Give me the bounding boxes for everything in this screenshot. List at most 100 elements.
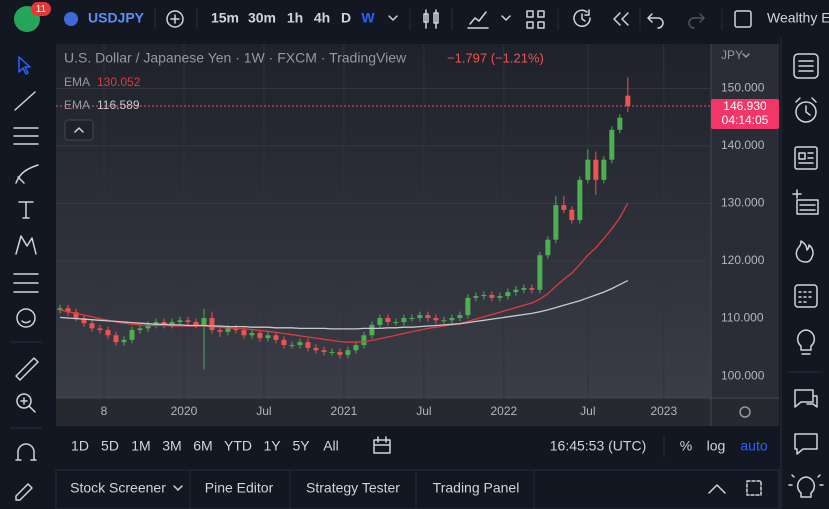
- indicator-value: 130.052: [97, 75, 141, 89]
- alert-icon[interactable]: [573, 9, 591, 27]
- indicators-icon[interactable]: [467, 11, 489, 29]
- data-window[interactable]: [792, 189, 819, 215]
- candle-body: [593, 159, 599, 180]
- time-axis[interactable]: [56, 398, 779, 426]
- badge: 11: [36, 4, 47, 15]
- interval[interactable]: 1h: [287, 10, 303, 26]
- indicator-value: 116.589: [97, 98, 140, 112]
- zoom-plus: [20, 397, 36, 413]
- scale-option[interactable]: log: [707, 438, 726, 454]
- settings-icon[interactable]: [739, 406, 751, 418]
- interval[interactable]: 30m: [248, 10, 276, 26]
- bottom-tab[interactable]: Pine Editor: [205, 480, 274, 496]
- scale-option[interactable]: %: [680, 438, 692, 454]
- left-toolbar: [10, 56, 42, 501]
- interval[interactable]: W: [361, 10, 375, 26]
- account-name[interactable]: Wealthy E: [767, 10, 829, 26]
- cursor-tool[interactable]: [18, 56, 31, 75]
- candle-body: [473, 296, 479, 298]
- candle-body: [153, 322, 159, 325]
- zoom-tool[interactable]: [16, 393, 32, 409]
- brush-tool[interactable]: [15, 164, 39, 184]
- emoji-tool[interactable]: [16, 308, 36, 328]
- candle-body: [57, 308, 63, 310]
- messages[interactable]: [794, 433, 818, 455]
- x-tick-label: 8: [101, 404, 108, 418]
- range-button[interactable]: 1D: [71, 438, 89, 454]
- x-tick-label: Jul: [416, 404, 431, 418]
- magnet-tool[interactable]: [15, 443, 37, 461]
- symbol[interactable]: USDJPY: [88, 10, 145, 26]
- goto-date[interactable]: [373, 436, 391, 454]
- legend-change: −1.797 (−1.21%): [447, 50, 544, 65]
- news[interactable]: [794, 146, 818, 170]
- line-tool[interactable]: [14, 91, 36, 111]
- candle-body: [369, 324, 375, 336]
- undo-icon[interactable]: [647, 13, 664, 29]
- range-button[interactable]: 5D: [101, 438, 119, 454]
- candle-body: [289, 345, 295, 347]
- news-lines: [798, 152, 814, 164]
- range-button[interactable]: 6M: [193, 438, 212, 454]
- y-tick-label: 130.000: [721, 196, 765, 210]
- calendar[interactable]: [794, 284, 818, 308]
- candle-body: [105, 330, 111, 336]
- indicators-menu[interactable]: [501, 15, 511, 21]
- collapse-arrow: [74, 127, 84, 133]
- chats[interactable]: [794, 389, 818, 408]
- indicator-name: EMA: [64, 98, 90, 112]
- currency-menu[interactable]: [742, 53, 750, 58]
- ideas[interactable]: [796, 329, 816, 355]
- layout-icon[interactable]: [526, 10, 545, 29]
- candle-body: [321, 350, 327, 352]
- interval[interactable]: D: [341, 10, 351, 26]
- alerts[interactable]: [795, 101, 817, 123]
- collapse-legend[interactable]: [64, 119, 94, 141]
- candle-body: [433, 317, 439, 321]
- add-symbol[interactable]: [166, 10, 184, 28]
- interval[interactable]: 15m: [211, 10, 239, 26]
- currency[interactable]: JPY: [721, 48, 743, 62]
- range-button[interactable]: YTD: [224, 438, 252, 454]
- candle-body: [353, 345, 359, 351]
- hotlists[interactable]: [795, 240, 814, 263]
- layout-checkbox[interactable]: [734, 10, 752, 28]
- scale-option[interactable]: auto: [740, 438, 767, 454]
- candle-body: [281, 339, 287, 346]
- price-axis[interactable]: [711, 44, 779, 398]
- maximize-panel[interactable]: [708, 484, 726, 494]
- chart-area[interactable]: [56, 44, 711, 398]
- candle-body: [185, 320, 191, 323]
- last-price-label: 146.930: [723, 99, 767, 113]
- pattern-tool[interactable]: [15, 235, 37, 255]
- lock-tool[interactable]: [15, 483, 33, 501]
- range-button[interactable]: 1Y: [263, 438, 281, 454]
- bottom-tab[interactable]: Strategy Tester: [306, 480, 400, 496]
- bottom-tab[interactable]: Stock Screener: [70, 480, 166, 496]
- fib-tool[interactable]: [13, 127, 39, 145]
- interval-menu[interactable]: [388, 15, 398, 21]
- candle-body: [529, 288, 535, 290]
- candle-body: [137, 328, 143, 331]
- range-button[interactable]: 5Y: [292, 438, 310, 454]
- candle-body: [297, 342, 303, 346]
- screener-menu[interactable]: [173, 485, 183, 491]
- bottom-tab[interactable]: Trading Panel: [433, 480, 520, 496]
- replay-icon[interactable]: [613, 12, 629, 26]
- forecast-tool[interactable]: [13, 273, 39, 293]
- range-button[interactable]: 3M: [162, 438, 181, 454]
- panel-toggle[interactable]: [746, 480, 762, 496]
- interval[interactable]: 4h: [314, 10, 330, 26]
- ruler-tool[interactable]: [15, 357, 39, 381]
- candles-icon[interactable]: [423, 9, 439, 29]
- candle-body: [585, 159, 591, 180]
- range-button[interactable]: All: [323, 438, 339, 454]
- help[interactable]: [788, 474, 824, 498]
- watchlist[interactable]: [793, 53, 819, 79]
- ema-line: [59, 280, 629, 330]
- clock[interactable]: 16:45:53 (UTC): [550, 438, 646, 454]
- text-tool[interactable]: [18, 201, 34, 219]
- range-button[interactable]: 1M: [131, 438, 150, 454]
- candle-body: [129, 330, 135, 340]
